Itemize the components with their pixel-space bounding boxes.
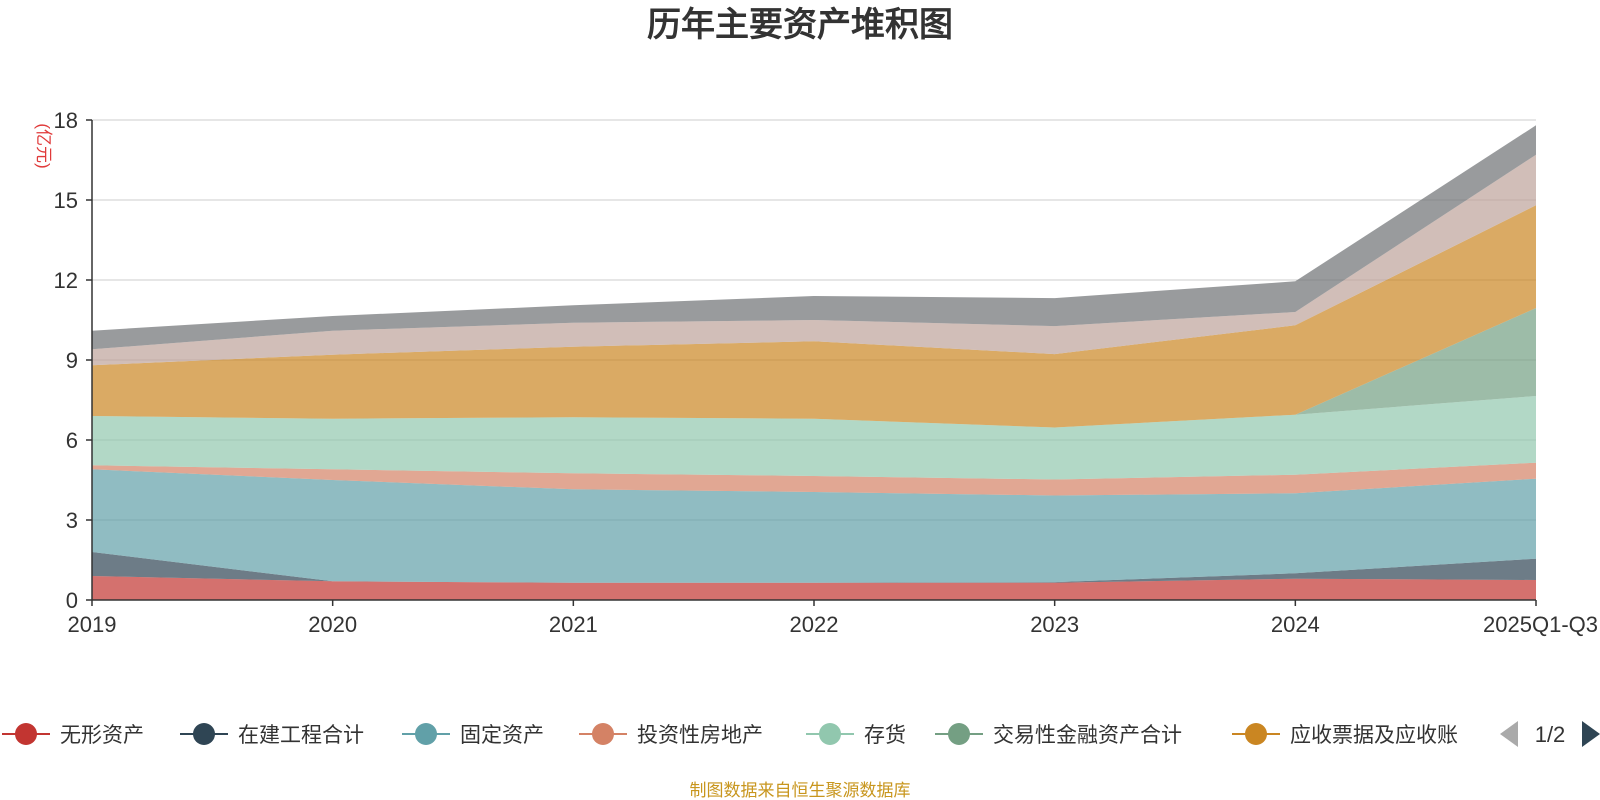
y-axis-unit-label: (亿元) — [34, 123, 53, 168]
legend-label: 无形资产 — [60, 724, 144, 747]
area-series-7 — [92, 205, 1536, 428]
legend-next-page-icon[interactable] — [1582, 721, 1600, 747]
y-tick-label: 3 — [66, 508, 78, 533]
data-source-note: 制图数据来自恒生聚源数据库 — [690, 781, 911, 800]
legend-marker — [1245, 723, 1267, 745]
area-series-9 — [92, 125, 1536, 350]
legend-item-1[interactable]: 无形资产 — [2, 723, 144, 747]
area-series-8 — [92, 154, 1536, 366]
y-tick-label: 6 — [66, 428, 78, 453]
legend-item-4[interactable]: 投资性房地产 — [579, 723, 763, 747]
legend-marker — [193, 723, 215, 745]
x-tick-label: 2025Q1-Q3 — [1483, 612, 1598, 637]
axes: 0 3 6 9 12 15 18 2019 2020 2021 2022 2023 2024 2025Q1… — [54, 108, 1598, 637]
x-tick-label: 2020 — [308, 612, 357, 637]
area-series-3 — [92, 469, 1536, 583]
area-series-5 — [92, 396, 1536, 480]
x-tick-label: 2024 — [1271, 612, 1320, 637]
y-tick-label: 12 — [54, 268, 78, 293]
legend-marker — [415, 723, 437, 745]
legend-item-7[interactable]: 应收票据及应收账 — [1232, 723, 1458, 747]
legend-marker — [15, 723, 37, 745]
area-series-4 — [92, 462, 1536, 496]
x-tick-label: 2021 — [549, 612, 598, 637]
legend: 无形资产 在建工程合计 固定资产 投资性房地产 存货 交易性金融资产合计 应收票据及应收账 1… — [2, 721, 1600, 747]
legend-item-5[interactable]: 存货 — [806, 723, 906, 747]
chart-title: 历年主要资产堆积图 — [647, 6, 953, 44]
x-tick-label: 2019 — [68, 612, 117, 637]
legend-label: 在建工程合计 — [238, 724, 364, 747]
legend-label: 固定资产 — [460, 724, 544, 747]
legend-label: 投资性房地产 — [637, 724, 763, 747]
y-tick-label: 9 — [66, 348, 78, 373]
x-tick-label: 2022 — [790, 612, 839, 637]
y-tick-label: 0 — [66, 588, 78, 613]
x-tick-label: 2023 — [1030, 612, 1079, 637]
legend-marker — [948, 723, 970, 745]
y-tick-label: 15 — [54, 188, 78, 213]
legend-item-2[interactable]: 在建工程合计 — [180, 723, 364, 747]
legend-marker — [592, 723, 614, 745]
legend-prev-page-icon[interactable] — [1500, 721, 1518, 747]
legend-label: 存货 — [864, 724, 906, 747]
y-tick-label: 18 — [54, 108, 78, 133]
area-series-layer — [92, 125, 1536, 600]
legend-marker — [819, 723, 841, 745]
legend-label: 应收票据及应收账 — [1290, 724, 1458, 747]
legend-page-indicator: 1/2 — [1535, 722, 1566, 747]
legend-label: 交易性金融资产合计 — [993, 724, 1182, 747]
legend-item-6[interactable]: 交易性金融资产合计 — [935, 723, 1182, 747]
legend-item-3[interactable]: 固定资产 — [402, 723, 544, 747]
